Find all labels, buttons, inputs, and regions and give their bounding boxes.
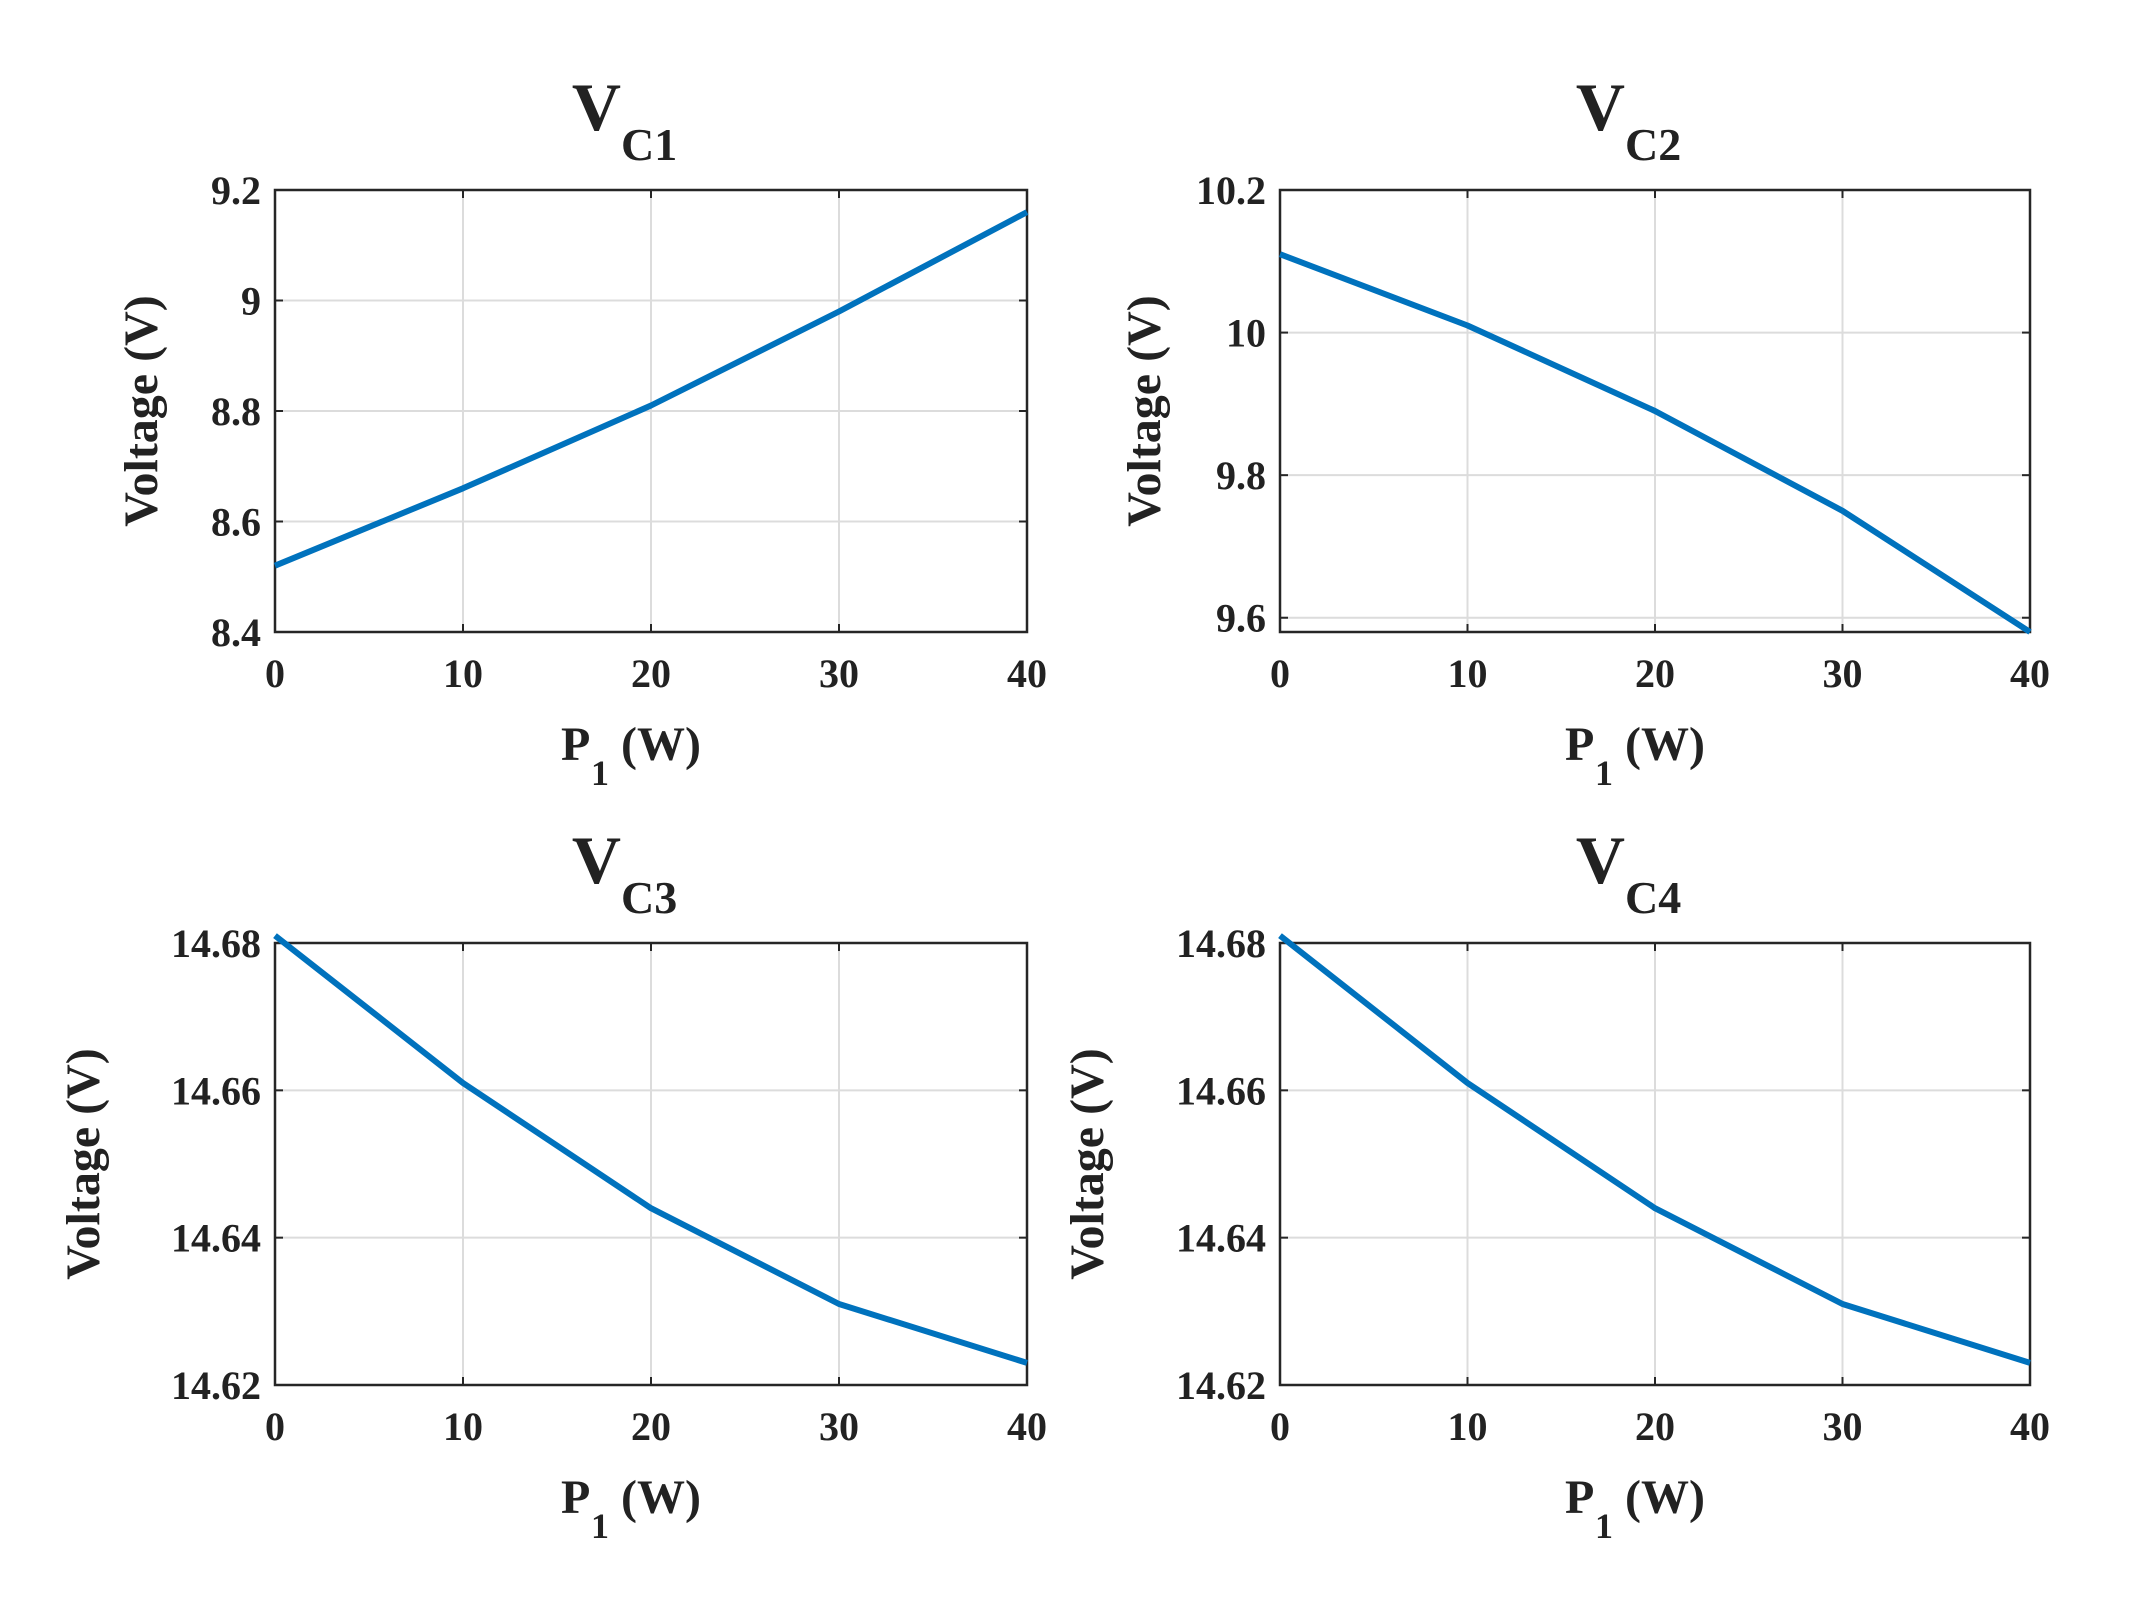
y-tick-label: 14.62 bbox=[171, 1363, 261, 1408]
y-axis-label: Voltage (V) bbox=[57, 1048, 110, 1280]
data-series-line bbox=[273, 209, 1029, 569]
y-tick-label: 14.66 bbox=[171, 1068, 261, 1113]
x-tick-label: 20 bbox=[631, 651, 671, 696]
chart-panel-1: 0 10 20 30 40 8.4 8.6 8.8 9 9.2 V C1 P1 (W) Voltage (V… bbox=[115, 69, 1047, 793]
x-tick-label: 40 bbox=[1007, 1404, 1047, 1449]
x-tick-label: 0 bbox=[265, 1404, 285, 1449]
chart-title-subscript: C2 bbox=[1625, 119, 1681, 170]
x-tick-label: 20 bbox=[1635, 651, 1675, 696]
y-tick-label: 8.6 bbox=[211, 500, 261, 545]
x-tick-label: 30 bbox=[1823, 1404, 1863, 1449]
x-tick-label: 0 bbox=[265, 651, 285, 696]
x-axis-label-subscript: 1 bbox=[591, 1506, 609, 1546]
x-tick-label: 40 bbox=[1007, 651, 1047, 696]
x-axis-label-unit: (W) bbox=[1625, 718, 1705, 771]
y-axis-label: Voltage (V) bbox=[115, 295, 168, 527]
y-tick-label: 8.4 bbox=[211, 610, 261, 655]
x-axis-label-subscript: 1 bbox=[591, 753, 609, 793]
y-tick-label: 14.62 bbox=[1176, 1363, 1266, 1408]
x-tick-label: 0 bbox=[1270, 651, 1290, 696]
y-tick-label: 14.64 bbox=[1176, 1216, 1266, 1261]
data-series-line bbox=[1278, 933, 2031, 1366]
chart-title-subscript: C4 bbox=[1625, 872, 1681, 923]
y-axis-label: Voltage (V) bbox=[1118, 295, 1171, 527]
chart-title-main: V bbox=[1576, 69, 1625, 145]
x-tick-label: 20 bbox=[1635, 1404, 1675, 1449]
y-tick-label: 10 bbox=[1226, 311, 1266, 356]
x-tick-label: 10 bbox=[1448, 1404, 1488, 1449]
y-axis-label: Voltage (V) bbox=[1061, 1048, 1114, 1280]
x-axis-label-main: P bbox=[1565, 718, 1594, 771]
x-tick-label: 10 bbox=[443, 1404, 483, 1449]
y-tick-label: 9.6 bbox=[1216, 596, 1266, 641]
x-tick-label: 30 bbox=[1823, 651, 1863, 696]
chart-title-main: V bbox=[572, 69, 621, 145]
x-axis-label-subscript: 1 bbox=[1595, 1506, 1613, 1546]
x-tick-label: 10 bbox=[443, 651, 483, 696]
y-tick-label: 14.68 bbox=[171, 921, 261, 966]
x-axis-label-unit: (W) bbox=[1625, 1471, 1705, 1524]
y-tick-label: 14.66 bbox=[1176, 1068, 1266, 1113]
y-tick-label: 10.2 bbox=[1196, 168, 1266, 213]
chart-title-main: V bbox=[1576, 822, 1625, 898]
x-tick-label: 10 bbox=[1448, 651, 1488, 696]
y-tick-label: 14.64 bbox=[171, 1216, 261, 1261]
chart-panel-2: 0 10 20 30 40 9.6 9.8 10 10.2 V C2 P1 (W) Voltage (V) bbox=[1118, 69, 2050, 793]
x-axis-label-subscript: 1 bbox=[1595, 753, 1613, 793]
x-tick-label: 30 bbox=[819, 651, 859, 696]
chart-panel-3: 0 10 20 30 40 14.62 14.64 14.66 14.68 V C3 P1 (W) Vol… bbox=[57, 822, 1047, 1546]
chart-title-subscript: C3 bbox=[621, 872, 677, 923]
chart-panel-4: 0 10 20 30 40 14.62 14.64 14.66 14.68 V C4 P1 (W) Vol… bbox=[1061, 822, 2050, 1546]
x-tick-label: 0 bbox=[1270, 1404, 1290, 1449]
x-axis-label-main: P bbox=[1565, 1471, 1594, 1524]
data-series-line bbox=[273, 933, 1028, 1366]
chart-title-main: V bbox=[572, 822, 621, 898]
y-tick-label: 9.8 bbox=[1216, 453, 1266, 498]
x-axis-label-main: P bbox=[561, 718, 590, 771]
x-axis-label-unit: (W) bbox=[621, 1471, 701, 1524]
x-tick-label: 30 bbox=[819, 1404, 859, 1449]
y-tick-label: 9.2 bbox=[211, 168, 261, 213]
x-tick-label: 40 bbox=[2010, 651, 2050, 696]
x-axis-label-unit: (W) bbox=[621, 718, 701, 771]
x-tick-label: 40 bbox=[2010, 1404, 2050, 1449]
x-tick-label: 20 bbox=[631, 1404, 671, 1449]
y-tick-label: 14.68 bbox=[1176, 921, 1266, 966]
chart-title-subscript: C1 bbox=[621, 119, 677, 170]
data-series-line bbox=[1278, 251, 2032, 635]
y-tick-label: 9 bbox=[241, 279, 261, 324]
x-axis-label-main: P bbox=[561, 1471, 590, 1524]
y-tick-label: 8.8 bbox=[211, 389, 261, 434]
